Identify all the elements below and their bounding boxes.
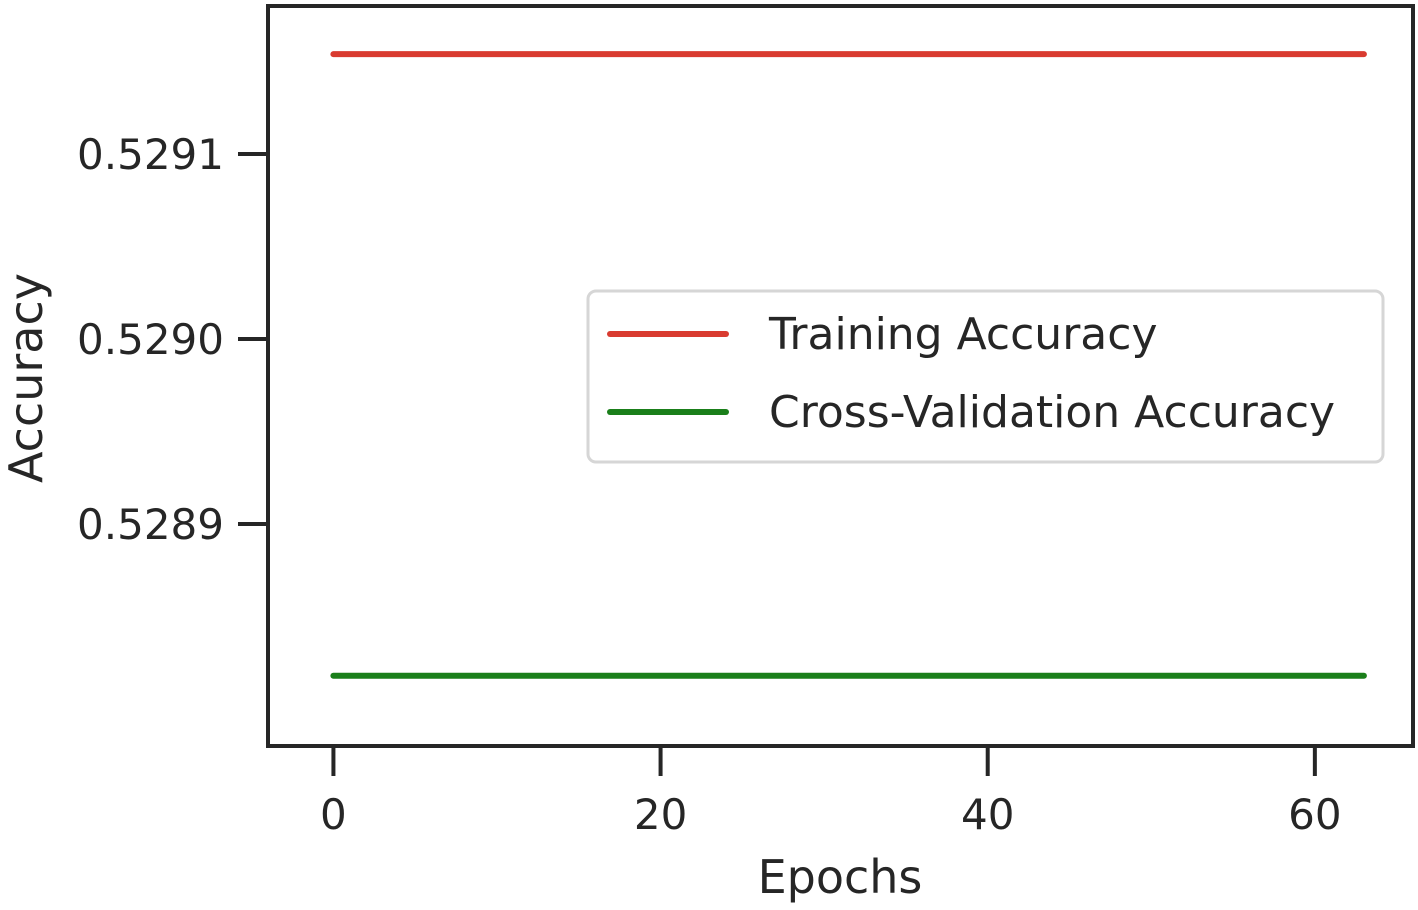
x-axis-label: Epochs [758,850,923,904]
legend-label-training-accuracy: Training Accuracy [768,309,1157,360]
legend: Training Accuracy Cross-Validation Accura… [586,289,1385,464]
x-tick-label: 20 [634,790,687,839]
x-tick-label: 0 [320,790,347,839]
legend-box [586,289,1385,464]
y-tick-label: 0.5291 [77,130,224,179]
legend-label-cross-validation-accuracy: Cross-Validation Accuracy [769,387,1335,438]
y-axis-label: Accuracy [0,273,53,483]
x-tick-label: 60 [1288,790,1341,839]
series-layer [330,51,1367,679]
y-tick-label: 0.5289 [77,500,224,549]
axes-layer: 0 20 40 60 0.5289 0.5290 0.5291 [77,130,1342,839]
y-tick-label: 0.5290 [77,315,224,364]
x-tick-label: 40 [961,790,1014,839]
